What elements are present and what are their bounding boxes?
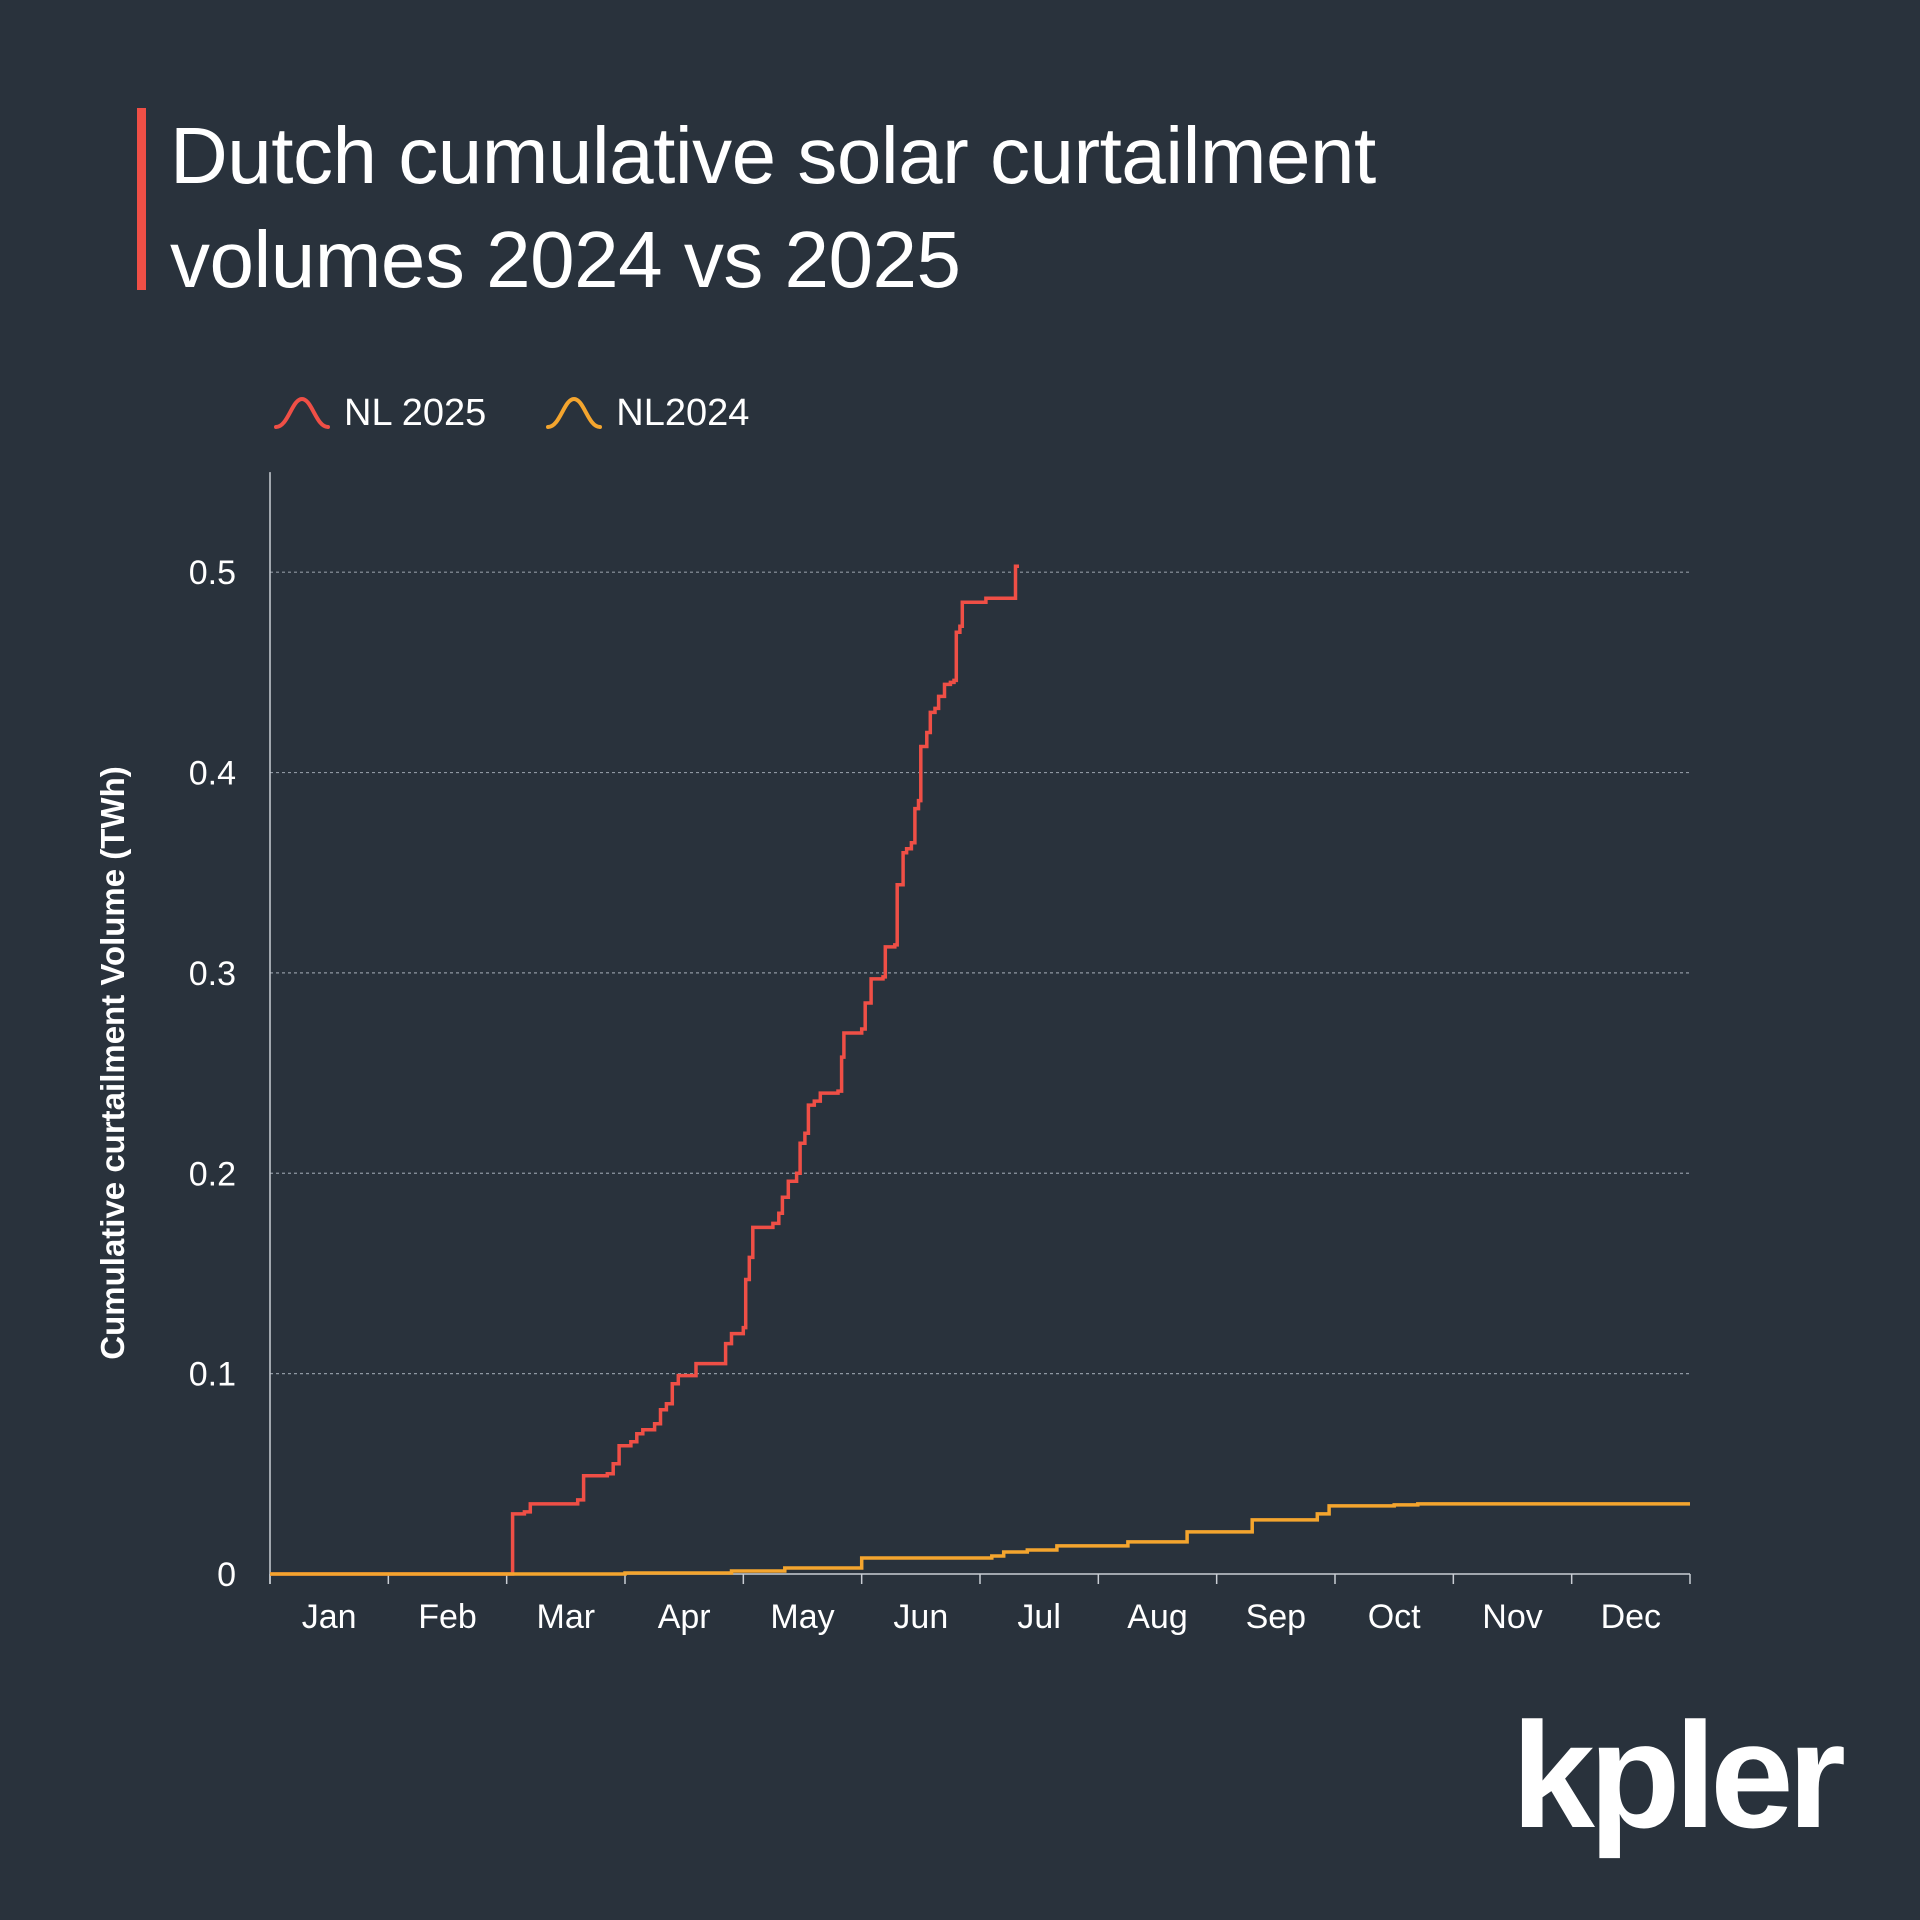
y-tick-label: 0.1 <box>189 1356 236 1394</box>
x-tick-label: Sep <box>1246 1598 1307 1636</box>
tick-labels: 0 0.1 0.2 0.3 0.4 0.5 Jan Feb Mar Apr May Jun Jul Aug… <box>189 554 1661 1636</box>
legend-label: NL2024 <box>616 391 750 434</box>
y-tick-label: 0.3 <box>189 955 236 993</box>
x-tick-label: Aug <box>1127 1598 1188 1636</box>
x-tick-label: May <box>770 1598 834 1636</box>
x-tick-label: Mar <box>537 1598 596 1636</box>
x-tick-label: Feb <box>418 1598 477 1636</box>
y-tick-label: 0.4 <box>189 755 236 793</box>
title-accent-bar <box>137 108 146 290</box>
x-tick-label: Apr <box>658 1598 711 1636</box>
axes <box>269 472 1691 1584</box>
legend-item-nl-2025[interactable]: NL 2025 <box>272 392 486 435</box>
x-tick-label: Nov <box>1482 1598 1542 1636</box>
chart-title: Dutch cumulative solar curtailment volum… <box>170 111 1376 304</box>
x-tick-label: Jun <box>893 1598 948 1636</box>
y-axis-label: Cumulative curtailment Volume (TWh) <box>94 766 131 1359</box>
legend-label: NL 2025 <box>344 391 487 434</box>
x-tick-label: Oct <box>1368 1598 1421 1636</box>
y-tick-label: 0.2 <box>189 1155 236 1193</box>
series-line-nl-2025 <box>270 564 1019 1576</box>
series-line-nl2024 <box>270 1502 1690 1576</box>
y-tick-label: 0.5 <box>189 554 236 592</box>
y-tick-label: 0 <box>217 1556 236 1594</box>
legend: NL 2025 NL2024 <box>272 388 749 438</box>
x-tick-label: Dec <box>1601 1598 1661 1636</box>
x-tick-label: Jul <box>1017 1598 1060 1636</box>
x-tick-label: Jan <box>302 1598 357 1636</box>
legend-curve-icon <box>274 396 330 429</box>
kpler-logo: kpler <box>1511 1691 1846 1859</box>
legend-curve-icon <box>546 396 603 429</box>
grid-lines <box>270 571 1690 1375</box>
series-lines <box>270 564 1690 1576</box>
legend-item-nl2024[interactable]: NL2024 <box>544 392 749 435</box>
